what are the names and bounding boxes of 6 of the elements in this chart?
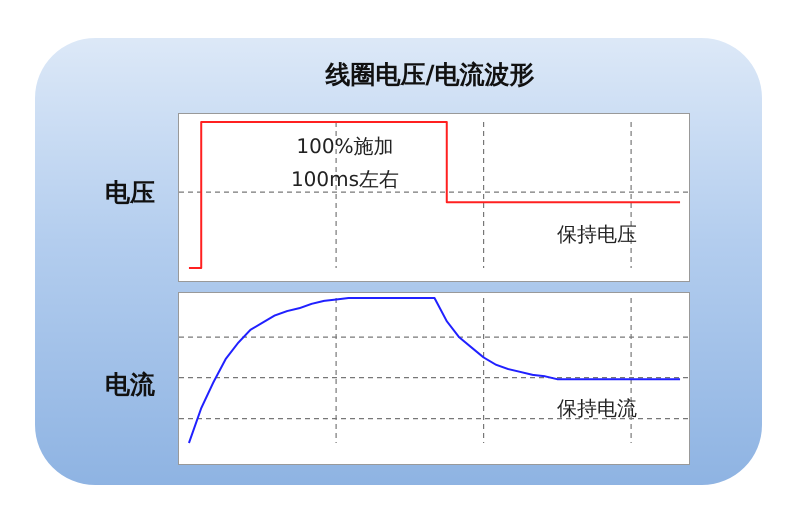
annotation: 保持电压 [557, 221, 638, 248]
annotation: 100%施加 100ms左右 [290, 133, 400, 193]
y-axis-title: 电流 [104, 369, 156, 401]
annotation: 保持电流 [557, 395, 638, 422]
y-axis-title: 电压 [104, 177, 156, 209]
chart-title: 线圈电压/电流波形 [324, 59, 536, 91]
